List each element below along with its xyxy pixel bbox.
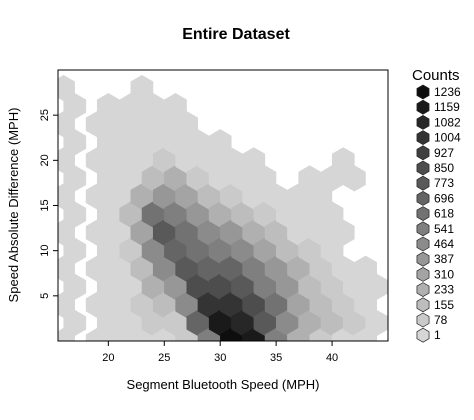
legend-swatch — [416, 130, 430, 146]
legend-label: 541 — [434, 222, 454, 236]
y-axis-title: Speed Absolute Difference (MPH) — [6, 108, 21, 303]
x-tick-label: 25 — [158, 352, 170, 364]
hexbin-cells — [58, 74, 388, 341]
legend-label: 464 — [434, 237, 454, 251]
legend-label: 310 — [434, 267, 454, 281]
legend-swatch — [416, 221, 430, 237]
legend-title: Counts — [412, 67, 460, 84]
legend-label: 696 — [434, 191, 454, 205]
legend-label: 1236 — [434, 85, 461, 99]
legend-label: 850 — [434, 161, 454, 175]
hexbin-cell — [63, 273, 87, 300]
x-tick-label: 35 — [270, 352, 282, 364]
x-axis-title: Segment Bluetooth Speed (MPH) — [127, 377, 320, 392]
legend-label: 233 — [434, 283, 454, 297]
legend-label: 1 — [434, 328, 441, 342]
legend-swatch — [416, 99, 430, 115]
y-tick-label: 15 — [39, 199, 51, 211]
hexbin-cell — [343, 165, 366, 192]
hexbin-cell — [63, 165, 87, 192]
legend-swatch — [416, 160, 430, 176]
legend-label: 773 — [434, 176, 454, 190]
legend-swatch — [416, 175, 430, 191]
legend-label: 927 — [434, 146, 454, 160]
legend-swatch — [416, 114, 430, 130]
legend-label: 1004 — [434, 131, 461, 145]
legend-swatch — [416, 190, 430, 206]
y-tick-label: 20 — [39, 154, 51, 166]
legend-label: 155 — [434, 298, 454, 312]
legend-swatch — [416, 312, 430, 328]
hexbin-cell — [63, 129, 87, 156]
legend-label: 78 — [434, 313, 448, 327]
legend-label: 618 — [434, 207, 454, 221]
legend-swatch — [416, 145, 430, 161]
legend-label: 1159 — [434, 100, 460, 114]
y-tick-label: 5 — [39, 293, 51, 299]
x-tick-label: 40 — [326, 352, 338, 364]
y-tick-label: 10 — [39, 245, 51, 257]
x-tick-label: 20 — [102, 352, 114, 364]
legend-swatch — [416, 251, 430, 267]
legend-label: 387 — [434, 252, 454, 266]
hexbin-cell — [63, 309, 87, 337]
hexbin-cell — [63, 237, 87, 264]
legend-swatch — [416, 206, 430, 222]
chart-title: Entire Dataset — [182, 26, 290, 43]
legend-swatch — [416, 282, 430, 298]
legend-swatch — [416, 84, 430, 100]
hexbin-cell — [331, 219, 355, 246]
hexbin-cell — [63, 93, 87, 120]
y-axis-ticks: 5 10 15 20 25 — [39, 109, 58, 299]
x-axis-ticks: 20 25 30 35 40 — [102, 341, 338, 364]
x-tick-label: 30 — [214, 352, 226, 364]
legend-label: 1082 — [434, 115, 461, 129]
y-tick-label: 25 — [39, 109, 51, 121]
legend-swatch — [416, 297, 430, 313]
legend-swatch — [416, 327, 430, 343]
legend-swatch — [416, 266, 430, 282]
plot-area — [57, 69, 389, 342]
hexbin-cell — [63, 201, 87, 228]
legend-swatch — [416, 236, 430, 252]
